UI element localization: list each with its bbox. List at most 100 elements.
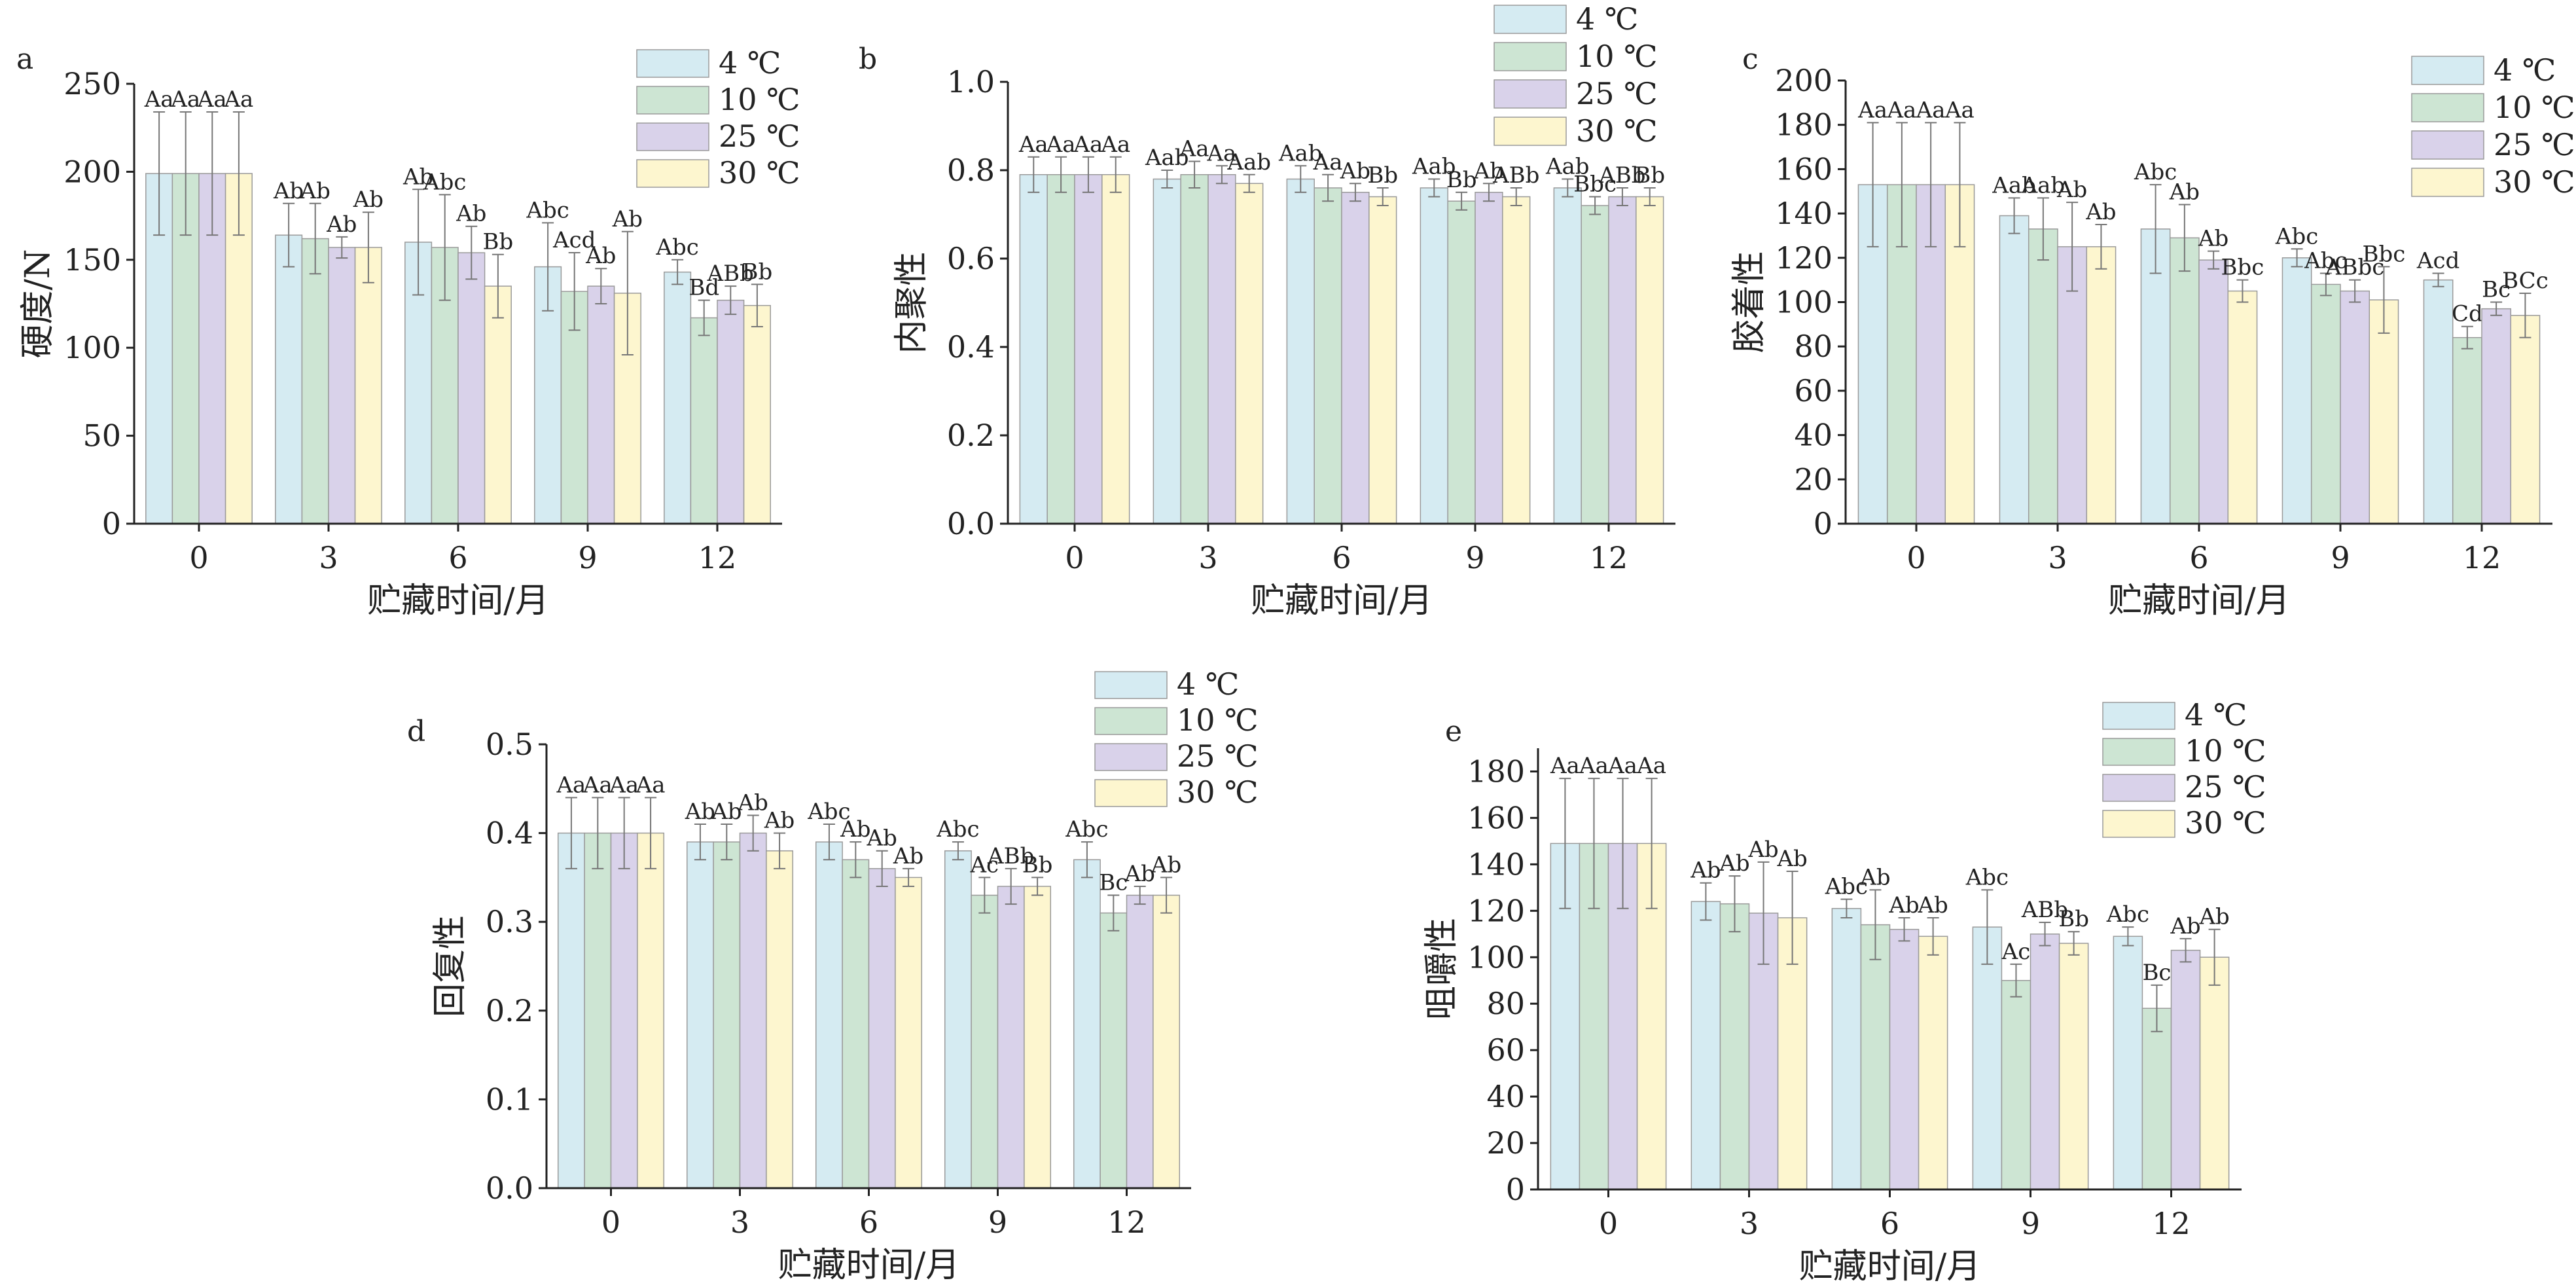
data-label: Ab [840,816,870,843]
bar [1889,928,1920,1190]
bar [275,234,303,524]
data-label: Ab [1917,892,1948,918]
bar [2199,956,2230,1190]
x-tick-label: 9 [2021,1206,2040,1241]
y-tick-label: 20 [1794,462,1833,497]
data-label: Ab [2198,904,2229,930]
y-tick-label: 200 [63,154,121,189]
y-tick-label: 80 [1486,986,1525,1021]
data-label: Bb [1634,162,1665,189]
bar [842,859,870,1189]
legend-swatch [1494,42,1567,71]
x-tick-label: 3 [319,540,338,575]
y-tick-label: 20 [1486,1125,1525,1161]
y-tick-label: 60 [1794,373,1833,408]
x-tick-label: 3 [730,1205,749,1240]
bar [354,247,382,524]
bar [1502,196,1531,524]
data-label: Abc [936,816,979,843]
legend-swatch [2102,810,2175,838]
bar [2423,279,2454,524]
x-tick-label: 12 [1107,1205,1146,1240]
data-label: Aa [1100,132,1130,158]
y-tick-label: 0 [102,506,121,541]
bar [484,285,512,524]
data-label: Ab [1747,837,1778,863]
data-label: Ab [1859,864,1890,890]
bar [1690,901,1721,1190]
data-label: Ab [326,211,357,238]
legend-swatch [1494,79,1567,109]
x-tick-label: 6 [2189,540,2208,575]
x-tick-label: 3 [2048,540,2067,575]
data-label: Abc [655,234,698,261]
data-label: Ab [2169,179,2200,206]
legend-swatch [1094,671,1168,699]
bar [971,894,999,1189]
data-label: Aa [1886,97,1916,123]
bar [2086,246,2117,524]
y-tick-label: 150 [63,242,121,278]
bar [1719,903,1750,1190]
data-label: BCc [2502,268,2549,294]
bar [717,299,745,524]
y-tick-label: 200 [1775,63,1833,98]
y-axis-title: 内聚性 [892,251,931,353]
y-tick-label: 40 [1794,418,1833,453]
y-tick-label: 120 [1467,893,1525,928]
bar [739,832,767,1189]
data-label: Ab [1888,892,1919,918]
bar [2281,257,2312,524]
bar [587,285,615,524]
bar [1019,174,1048,524]
x-tick-label: 0 [1065,540,1084,575]
legend-label: 4 ℃ [2185,697,2247,733]
bar [2452,336,2482,524]
data-label: Cd [2452,301,2483,327]
data-label: Ab [1719,850,1749,877]
bar [557,832,585,1189]
data-label: Ab [1473,158,1504,184]
bar [1314,187,1342,524]
x-tick-label: 6 [859,1205,878,1240]
bar [2369,299,2399,524]
bar [2510,315,2541,524]
y-tick-label: 140 [1775,196,1833,231]
legend-swatch [2102,738,2175,766]
bar [1341,192,1370,524]
y-tick-label: 160 [1775,151,1833,187]
bar [2481,308,2512,524]
data-label: Aa [223,86,253,113]
x-axis-title: 贮藏时间/月 [367,581,549,621]
legend-swatch [1494,5,1567,34]
data-label: Bc [2482,277,2511,303]
data-label: Ab [612,206,643,232]
y-tick-label: 0.4 [947,329,995,365]
legend-label: 25 ℃ [719,118,800,154]
bar [2028,228,2058,524]
legend-label: 30 ℃ [2494,164,2575,200]
data-label: Bb [1446,167,1477,193]
panel-letter: a [16,43,33,76]
y-tick-label: 0.6 [947,241,995,276]
data-label: Abc [2304,247,2347,274]
data-label: Ab [738,789,768,816]
legend-label: 10 ℃ [719,82,800,117]
bar [743,304,771,524]
y-axis-title: 回复性 [431,915,470,1017]
data-label: Ab [2085,199,2116,225]
data-label: ABb [707,261,754,287]
legend-swatch [636,122,709,151]
bar [1180,174,1209,524]
data-label: Aab [1278,140,1323,166]
data-label: Aab [1226,149,1271,175]
y-tick-label: 0.3 [486,904,533,939]
bar [1447,200,1476,524]
legend-label: 30 ℃ [719,155,800,190]
data-label: Ab [2198,226,2228,252]
x-tick-label: 0 [1599,1206,1618,1241]
data-label: ABb [987,843,1034,869]
